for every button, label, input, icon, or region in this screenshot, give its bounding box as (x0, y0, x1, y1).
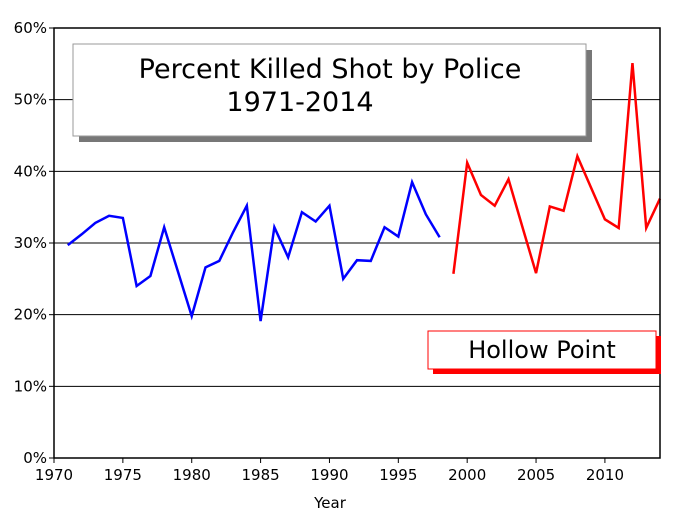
x-tick-label: 2000 (448, 466, 486, 484)
chart-subtitle: 1971-2014 (226, 87, 373, 118)
x-tick-label: 1995 (379, 466, 417, 484)
y-tick-label: 50% (14, 91, 47, 109)
x-tick-label: 2010 (586, 466, 624, 484)
y-tick-label: 0% (23, 449, 47, 467)
x-tick-label: 1980 (173, 466, 211, 484)
title-box (72, 43, 587, 137)
x-tick-label: 1975 (104, 466, 142, 484)
series-line (67, 178, 441, 322)
y-tick-label: 20% (14, 306, 47, 324)
legend-box (427, 330, 657, 370)
lines (67, 63, 662, 322)
x-axis-label: Year (313, 494, 347, 512)
x-tick-label: 1985 (241, 466, 279, 484)
y-tick-label: 40% (14, 162, 47, 180)
y-tick-label: 60% (14, 19, 47, 37)
series-line (452, 63, 662, 274)
x-tick-label: 1970 (35, 466, 73, 484)
x-tick-label: 1990 (310, 466, 348, 484)
chart-title: Percent Killed Shot by Police (139, 54, 522, 85)
x-tick-label: 2005 (517, 466, 555, 484)
y-tick-label: 10% (14, 377, 47, 395)
y-tick-label: 30% (14, 234, 47, 252)
legend-label: Hollow Point (468, 336, 616, 364)
plot-frame (53, 27, 661, 459)
